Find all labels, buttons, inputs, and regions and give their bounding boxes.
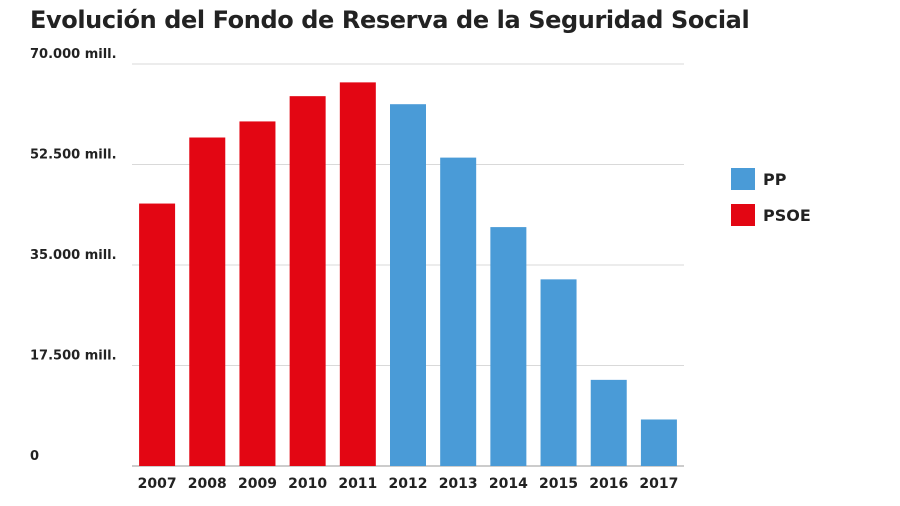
y-tick-label: 0 [30,449,39,464]
x-tick-label: 2013 [439,476,478,492]
y-tick-label: 70.000 mill. [30,47,117,62]
bar-pp-2017 [640,419,677,466]
x-tick-label: 2012 [389,476,428,492]
x-tick-label: 2010 [288,476,327,492]
bar-pp-2012 [390,104,426,466]
bar-psoe-2009 [239,121,276,466]
bar-psoe-2010 [289,96,326,466]
x-axis: 2007 2008 2009 2010 2011 2012 2013 2014 2015 2016… [138,476,679,492]
y-tick-label: 17.500 mill. [30,349,117,364]
bars [139,82,677,467]
x-tick-label: 2016 [589,476,628,492]
x-tick-label: 2008 [188,476,227,492]
x-tick-label: 2009 [238,476,277,492]
legend-label-pp: PP [763,170,787,189]
y-tick-label: 35.000 mill. [30,248,117,263]
bar-pp-2016 [590,379,627,466]
x-tick-label: 2014 [489,476,528,492]
x-tick-label: 2007 [138,476,177,492]
bar-psoe-2007 [139,203,176,466]
chart-title: Evolución del Fondo de Reserva de la Seg… [30,6,750,34]
x-tick-label: 2011 [338,476,377,492]
legend-swatch-pp [731,168,755,190]
y-tick-label: 52.500 mill. [30,148,117,163]
bar-pp-2013 [440,157,477,466]
bar-psoe-2011 [339,82,376,467]
x-tick-label: 2015 [539,476,578,492]
legend-swatch-psoe [731,204,755,226]
legend-label-psoe: PSOE [763,206,811,225]
x-tick-label: 2017 [639,476,678,492]
bar-psoe-2008 [189,137,226,466]
legend: PP PSOE [731,168,811,226]
bar-pp-2014 [490,227,527,466]
bar-pp-2015 [540,279,577,466]
y-axis: 0 17.500 mill. 35.000 mill. 52.500 mill. 70.… [30,47,117,464]
